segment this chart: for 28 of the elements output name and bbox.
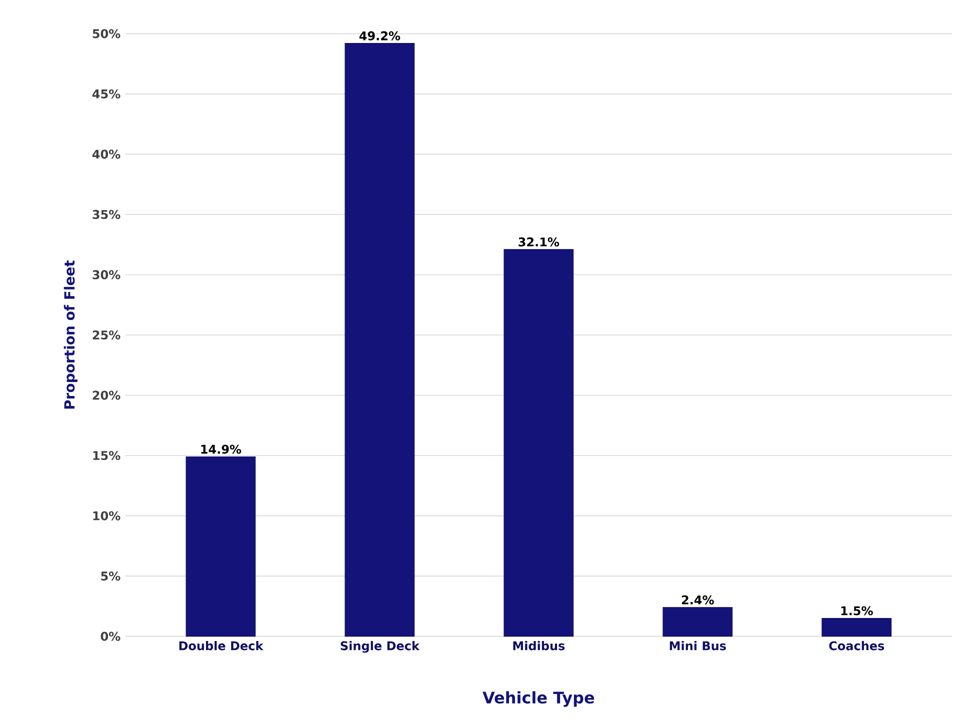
y-tick-label: 5%: [101, 572, 120, 581]
data-label: 49.2%: [359, 31, 400, 40]
bar: [662, 607, 733, 637]
y-tick-label: 35%: [92, 210, 120, 219]
bar: [822, 618, 892, 637]
y-tick-label: 20%: [92, 390, 120, 400]
x-tick-label: Double Deck: [179, 641, 264, 650]
x-tick-label: Mini Bus: [670, 641, 726, 650]
y-axis-title: Proportion of Fleet: [64, 260, 78, 409]
bar: [186, 456, 256, 637]
data-label: 32.1%: [518, 237, 560, 246]
x-tick-label: Single Deck: [340, 641, 420, 653]
bar: [344, 43, 415, 637]
data-label: 14.9%: [201, 444, 242, 454]
data-label: 2.4%: [682, 595, 714, 604]
y-tick-label: 45%: [92, 89, 120, 98]
x-tick-label: Coaches: [829, 641, 884, 650]
bar: [504, 249, 574, 637]
y-tick-label: 10%: [93, 511, 120, 520]
y-tick-label: 40%: [92, 150, 120, 159]
y-tick-label: 15%: [93, 450, 120, 460]
y-tick-label: 30%: [92, 270, 120, 280]
x-tick-label: Midibus: [513, 641, 565, 650]
y-tick-label: 25%: [92, 330, 120, 340]
y-tick-label: 50%: [92, 29, 120, 38]
y-tick-label: 0%: [100, 632, 120, 641]
x-axis-title: Vehicle Type: [482, 691, 594, 707]
data-label: 1.5%: [841, 606, 873, 616]
